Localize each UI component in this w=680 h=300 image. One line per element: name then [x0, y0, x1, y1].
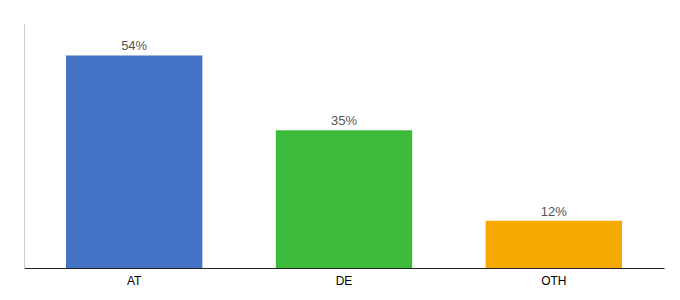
data-label: 54%: [121, 38, 147, 53]
bar: [276, 130, 412, 268]
bar: [486, 221, 622, 268]
x-axis: AT DE OTH: [25, 269, 665, 289]
chart: 54% 35% 12% AT DE OTH: [0, 0, 680, 300]
bar: [66, 55, 202, 268]
x-tick: DE: [336, 274, 353, 288]
x-tick-label: OTH: [541, 274, 566, 288]
x-tick: OTH: [541, 274, 566, 288]
y-axis-line: [24, 25, 25, 269]
x-axis-line: [25, 268, 665, 269]
plot: 54% 35% 12% AT DE OTH: [25, 25, 665, 289]
data-label: 12%: [541, 204, 567, 219]
bars: [66, 55, 622, 268]
x-tick-label: DE: [336, 274, 353, 288]
data-labels: 54% 35% 12%: [121, 38, 567, 218]
x-tick: AT: [127, 274, 142, 288]
y-axis: [24, 25, 25, 269]
x-tick-label: AT: [127, 274, 142, 288]
data-label: 35%: [331, 113, 357, 128]
